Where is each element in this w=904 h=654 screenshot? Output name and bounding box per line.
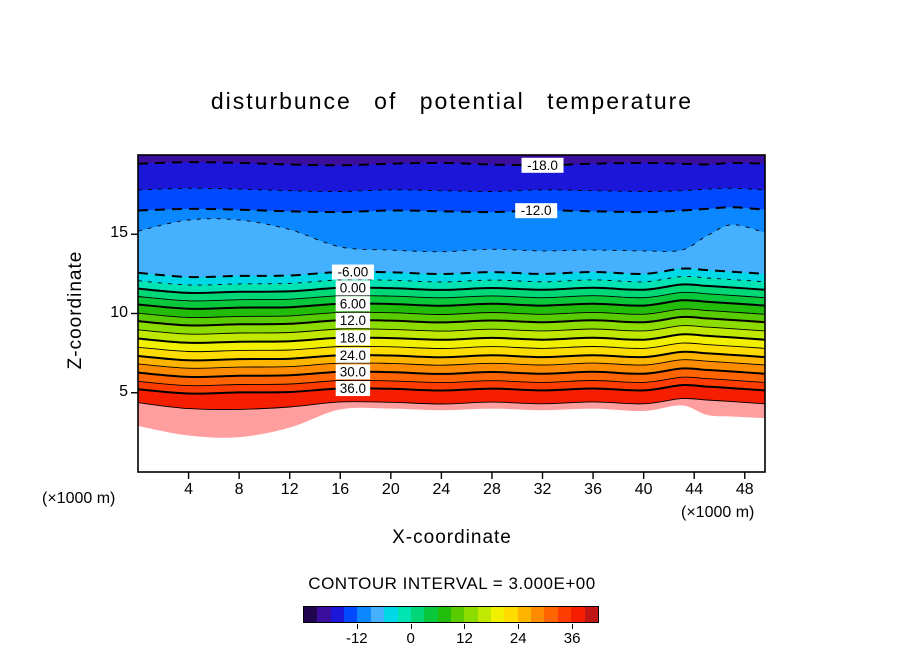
colorbar-segment <box>424 607 438 622</box>
colorbar-segment <box>384 607 398 622</box>
contour-label-mask <box>335 312 371 328</box>
x-tick-label: 36 <box>584 481 602 498</box>
contour-line <box>138 383 765 395</box>
colorbar-scale: -12 0 12 24 36 <box>303 624 599 652</box>
contour-line <box>138 333 765 344</box>
x-tick-label: 24 <box>432 481 451 498</box>
contour-line <box>138 315 765 327</box>
contour-line <box>138 291 765 302</box>
colorbar-segment <box>571 607 585 622</box>
colorbar-segment <box>437 607 451 622</box>
contour-label-mask <box>515 203 558 219</box>
contour-plot: -18.0 -12.0 -6.000.006.00 12.0 18.0 24.030.0 3… <box>131 154 766 479</box>
colorbar-tick-mark <box>356 624 358 629</box>
colorbar <box>303 606 599 623</box>
contour-band <box>138 405 765 472</box>
colorbar-tick-label: 12 <box>456 630 473 647</box>
y-tick-label: 10 <box>110 303 128 321</box>
x-tick-label: 16 <box>331 481 350 498</box>
x-tick-label: 12 <box>280 481 299 498</box>
contour-line <box>138 325 765 335</box>
contour-label-mask <box>335 381 371 397</box>
colorbar-segment <box>410 607 425 622</box>
contour-line <box>138 367 765 379</box>
x-axis-label: X-coordinate <box>392 527 512 548</box>
contour-line <box>138 187 765 192</box>
x-unit-right: (×1000 m) <box>681 504 755 521</box>
contour-label: 18.0 <box>340 330 366 345</box>
colorbar-segment <box>584 607 598 622</box>
contour-interval-text: CONTOUR INTERVAL = 3.000E+00 <box>308 574 596 593</box>
plot-area: -18.0 -12.0 -6.000.006.00 12.0 18.0 24.030.0 3… <box>138 155 765 472</box>
contour-label: 36.0 <box>340 381 366 396</box>
contour-line <box>138 350 765 362</box>
contour-label: -6.00 <box>338 265 369 280</box>
contour-label: 0.00 <box>340 280 366 295</box>
contour-label-mask <box>335 280 371 296</box>
x-tick-label: 40 <box>634 481 653 498</box>
contour-line <box>138 398 765 411</box>
colorbar-segment <box>370 607 385 622</box>
x-tick-label: 8 <box>234 481 244 498</box>
contour-label: 24.0 <box>340 348 366 363</box>
colorbar-segment <box>344 607 358 622</box>
contour-line <box>138 376 765 387</box>
colorbar-tick-label: -12 <box>345 630 368 647</box>
plot-title: disturbunce of potential temperature <box>210 88 694 114</box>
colorbar-segment <box>517 607 532 622</box>
contour-line <box>138 218 765 253</box>
contour-label-mask <box>335 296 371 312</box>
x-tick-label: 48 <box>735 481 754 498</box>
colorbar-segment <box>557 607 572 622</box>
colorbar-tick-label: 0 <box>406 630 415 647</box>
contour-line <box>138 342 765 353</box>
contour-label: -12.0 <box>521 203 552 218</box>
x-tick-label: 44 <box>685 481 704 498</box>
colorbar-tick-label: 36 <box>563 630 581 647</box>
y-axis-label: Z-coordinate <box>65 250 86 370</box>
x-tick-label: 20 <box>381 481 400 498</box>
contour-line <box>138 299 765 310</box>
x-tick-label: 32 <box>533 481 552 498</box>
colorbar-segment <box>330 607 345 622</box>
contour-line <box>138 283 765 295</box>
x-tick-label: 4 <box>184 481 194 498</box>
colorbar-tick-mark <box>410 624 412 629</box>
contour-label: -18.0 <box>527 158 558 173</box>
contour-label: 30.0 <box>340 364 366 379</box>
colorbar-tick-mark <box>572 624 574 629</box>
colorbar-segment <box>357 607 371 622</box>
contour-label-mask <box>335 364 371 380</box>
contour-line <box>138 275 765 286</box>
contour-label-mask <box>331 264 374 280</box>
contour-label-mask <box>335 330 371 346</box>
colorbar-segment <box>317 607 331 622</box>
x-tick-label: 28 <box>483 481 501 498</box>
colorbar-segment <box>450 607 465 622</box>
colorbar-segment <box>544 607 558 622</box>
y-tick-label: 5 <box>119 382 128 400</box>
colorbar-tick-mark <box>464 624 466 629</box>
colorbar-segment <box>464 607 478 622</box>
contour-line <box>138 359 765 369</box>
x-unit-left: (×1000 m) <box>42 490 116 507</box>
contour-line <box>138 161 765 167</box>
contour-line <box>138 267 765 279</box>
contour-label: 6.00 <box>340 296 366 311</box>
colorbar-segment <box>491 607 505 622</box>
colorbar-segment <box>304 607 318 622</box>
colorbar-tick-mark <box>518 624 520 629</box>
contour-line <box>138 206 765 214</box>
colorbar-segment <box>397 607 411 622</box>
colorbar-segment <box>531 607 545 622</box>
y-tick-label: 15 <box>110 224 128 242</box>
colorbar-segment <box>477 607 492 622</box>
colorbar-segment <box>504 607 518 622</box>
contour-label-mask <box>335 347 371 363</box>
contour-label: 12.0 <box>340 313 366 328</box>
contour-line <box>138 308 765 319</box>
colorbar-tick-label: 24 <box>509 630 527 647</box>
contour-label-mask <box>521 157 564 173</box>
